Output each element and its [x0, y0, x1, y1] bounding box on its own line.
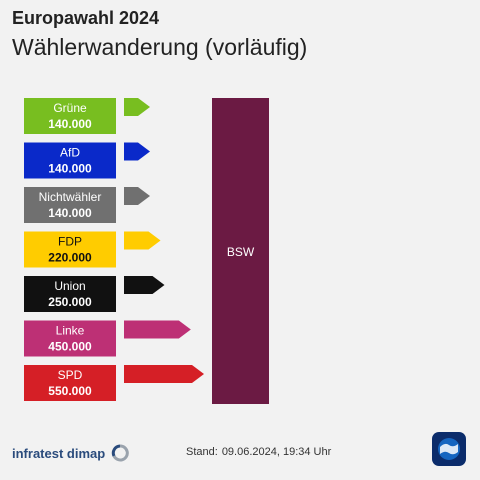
- flow-arrow: [124, 320, 191, 339]
- party-name: Union: [54, 279, 85, 293]
- flow-arrow: [124, 276, 165, 294]
- flow-arrow: [124, 365, 204, 383]
- party-value: 250.000: [48, 295, 92, 309]
- party-name: Nichtwähler: [39, 190, 102, 204]
- flow-arrow: [124, 142, 150, 161]
- party-box: [24, 231, 116, 268]
- timestamp: Stand: 09.06.2024, 19:34 Uhr: [186, 446, 335, 458]
- party-box: [24, 276, 116, 312]
- party-box: [24, 187, 116, 223]
- stand-value: 09.06.2024, 19:34 Uhr: [221, 446, 332, 458]
- party-value: 140.000: [48, 162, 92, 176]
- party-value: 450.000: [48, 340, 92, 354]
- stand-label: Stand:: [186, 446, 218, 458]
- chart-title: Europawahl 2024: [12, 8, 160, 28]
- source-label: infratest dimap: [12, 445, 106, 461]
- target-label: BSW: [227, 245, 255, 259]
- party-value: 140.000: [48, 117, 92, 131]
- party-name: AfD: [60, 146, 80, 160]
- party-value: 140.000: [48, 206, 92, 220]
- party-name: SPD: [58, 368, 83, 382]
- dimap-ring-icon: [112, 444, 129, 462]
- party-box: [24, 365, 116, 401]
- migration-chart: BSW Grüne 140.000 AfD 140.000 Nichtwähler 140.…: [24, 98, 269, 404]
- party-box: [24, 98, 116, 134]
- tagesschau-logo-icon: [432, 432, 466, 466]
- target-column: [212, 98, 269, 404]
- party-value: 550.000: [48, 384, 92, 398]
- chart-subtitle: Wählerwanderung (vorläufig): [12, 34, 308, 60]
- flow-arrow: [124, 98, 150, 116]
- flow-arrow: [124, 231, 161, 250]
- party-value: 220.000: [48, 251, 92, 265]
- infratest-dimap-logo: infratest dimap: [12, 444, 129, 462]
- flow-arrow: [124, 187, 150, 205]
- party-name: FDP: [58, 235, 82, 249]
- party-name: Linke: [56, 324, 85, 338]
- party-box: [24, 320, 116, 357]
- party-box: [24, 142, 116, 179]
- party-name: Grüne: [53, 101, 87, 115]
